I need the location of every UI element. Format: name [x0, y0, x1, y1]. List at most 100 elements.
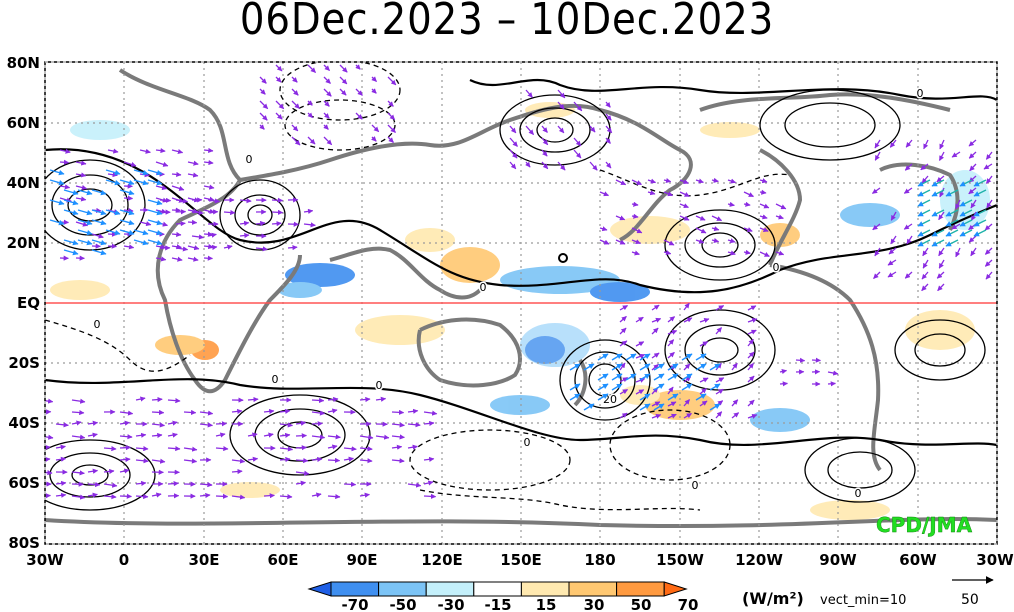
wave-vector	[715, 388, 724, 395]
wave-vector	[303, 222, 316, 228]
wave-vector	[715, 411, 723, 419]
wave-vector	[525, 125, 535, 135]
wave-vector	[175, 246, 189, 252]
wave-vector	[295, 480, 307, 486]
wave-vector	[872, 187, 881, 194]
strong-wave-vector	[959, 209, 973, 217]
wave-vector	[183, 409, 197, 416]
wave-vector	[920, 163, 929, 171]
wave-vector	[605, 161, 612, 169]
map-content: 0 0 0 0 0 0 0 0 0 0 20	[45, 62, 997, 544]
wave-vector	[731, 412, 740, 419]
svg-text:0: 0	[692, 479, 699, 492]
wave-vector	[119, 468, 130, 474]
wave-vector	[679, 179, 689, 184]
wave-vector	[279, 422, 294, 428]
wave-vector	[327, 396, 339, 403]
wave-vector	[599, 239, 610, 245]
wave-vector	[683, 412, 692, 419]
strong-wave-vector	[653, 363, 665, 371]
svg-text:0: 0	[376, 379, 383, 392]
wave-vector	[874, 139, 881, 149]
wave-vector	[939, 139, 945, 150]
strong-wave-vector	[91, 249, 107, 256]
lat-label: 20N	[7, 234, 40, 252]
wave-vector	[323, 88, 332, 97]
wave-vector	[171, 244, 182, 250]
wave-vector	[387, 112, 396, 121]
wave-vector	[311, 421, 323, 427]
wave-vector	[759, 203, 770, 209]
strong-wave-vector	[569, 363, 581, 371]
wave-vector	[247, 396, 259, 403]
strong-wave-vector	[77, 219, 93, 226]
wave-vector	[827, 381, 836, 387]
wave-vector	[747, 399, 755, 407]
wave-vector	[747, 339, 754, 347]
strong-wave-vector	[147, 219, 163, 226]
wave-vector	[667, 329, 678, 335]
strong-wave-vector	[49, 199, 65, 206]
wave-vector	[939, 187, 945, 198]
wave-vector	[71, 409, 85, 416]
wave-vector	[155, 256, 167, 262]
wave-vector	[155, 161, 169, 167]
wave-vector	[119, 410, 134, 416]
wave-vector	[605, 101, 611, 108]
wave-vector	[167, 445, 181, 452]
strong-wave-vector	[973, 229, 987, 237]
wave-vector	[589, 125, 596, 133]
wave-vector	[391, 444, 403, 450]
wave-vector	[509, 149, 518, 159]
wave-vector	[683, 363, 691, 371]
strong-wave-vector	[917, 179, 931, 187]
strong-wave-vector	[639, 393, 651, 401]
wave-vector	[727, 250, 736, 256]
wave-vector	[647, 190, 656, 196]
svg-text:0: 0	[855, 487, 862, 500]
strong-wave-vector	[625, 373, 637, 381]
wave-vector	[663, 239, 675, 246]
wave-vector	[239, 198, 252, 204]
svg-text:0: 0	[480, 281, 487, 294]
wave-vector	[45, 398, 54, 404]
wave-vector	[759, 227, 769, 232]
wave-vector	[135, 458, 149, 464]
wave-vector	[679, 191, 690, 197]
lon-label: 0	[119, 551, 129, 569]
wave-vector	[619, 388, 628, 395]
wave-vector	[231, 408, 243, 414]
wave-vector	[291, 100, 300, 109]
colorbar-tick-label: 15	[536, 596, 557, 612]
wave-vector	[255, 220, 266, 227]
wave-vector	[635, 389, 645, 395]
strong-wave-vector	[931, 229, 945, 237]
strong-wave-vector	[147, 229, 163, 236]
wave-vector	[747, 413, 758, 419]
strong-wave-vector	[119, 219, 135, 226]
strong-wave-vector	[917, 189, 931, 197]
wave-vector	[215, 493, 229, 499]
strong-wave-vector	[681, 353, 693, 361]
wave-vector	[922, 259, 929, 269]
wave-vector	[71, 434, 86, 440]
colorbar-tick-label: 70	[678, 596, 699, 612]
wave-vector	[231, 494, 246, 500]
lon-label: 120E	[421, 551, 463, 569]
strong-wave-vector	[569, 383, 581, 391]
wave-vector	[327, 493, 341, 500]
wave-vector	[139, 148, 151, 154]
wave-vector	[187, 219, 198, 225]
wave-vector	[207, 198, 221, 204]
strong-wave-vector	[105, 169, 121, 176]
wave-vector	[423, 493, 437, 499]
wave-vector	[731, 362, 738, 371]
wave-vector	[906, 235, 913, 245]
wave-vector	[775, 250, 785, 256]
wave-vector	[359, 434, 374, 440]
wave-vector	[359, 458, 373, 464]
wave-vector	[615, 179, 627, 186]
wave-vector	[263, 432, 274, 438]
strong-wave-vector	[77, 189, 93, 196]
wave-vector	[71, 420, 82, 426]
